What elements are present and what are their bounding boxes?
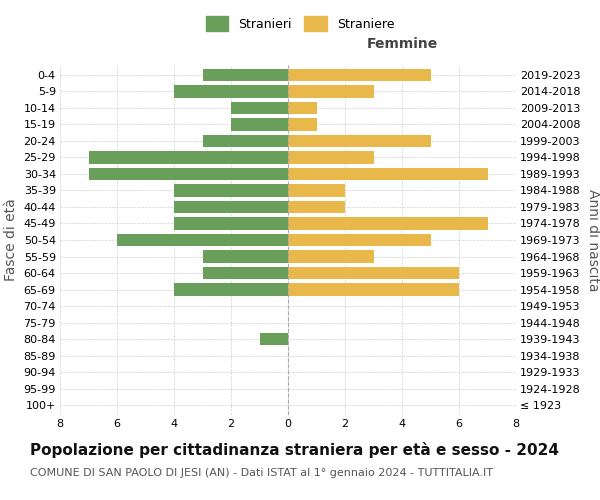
Bar (203, 68, 288, 81)
Legend: Stranieri, Straniere: Stranieri, Straniere (201, 11, 399, 36)
Bar (288, 250, 373, 262)
Bar (174, 85, 288, 98)
Bar (203, 250, 288, 262)
Bar (203, 135, 288, 147)
Bar (288, 102, 317, 114)
Bar (288, 152, 373, 164)
Bar (174, 284, 288, 296)
Text: COMUNE DI SAN PAOLO DI JESI (AN) - Dati ISTAT al 1° gennaio 2024 - TUTTITALIA.IT: COMUNE DI SAN PAOLO DI JESI (AN) - Dati … (30, 468, 493, 477)
Bar (231, 118, 288, 130)
Bar (288, 184, 345, 196)
Bar (288, 135, 431, 147)
Bar (288, 284, 459, 296)
Bar (288, 85, 373, 98)
Bar (260, 333, 288, 345)
Bar (288, 118, 317, 130)
Bar (288, 201, 345, 213)
Bar (174, 201, 288, 213)
Bar (288, 168, 487, 180)
Bar (288, 234, 431, 246)
Y-axis label: Anni di nascita: Anni di nascita (586, 188, 600, 291)
Bar (174, 218, 288, 230)
Text: Popolazione per cittadinanza straniera per età e sesso - 2024: Popolazione per cittadinanza straniera p… (30, 442, 559, 458)
Bar (288, 68, 431, 81)
Bar (288, 267, 459, 279)
Bar (117, 234, 288, 246)
Bar (89, 168, 288, 180)
Y-axis label: Fasce di età: Fasce di età (4, 198, 18, 281)
Bar (203, 267, 288, 279)
Bar (89, 152, 288, 164)
Bar (174, 184, 288, 196)
Text: Femmine: Femmine (367, 37, 437, 51)
Bar (231, 102, 288, 114)
Bar (288, 218, 487, 230)
